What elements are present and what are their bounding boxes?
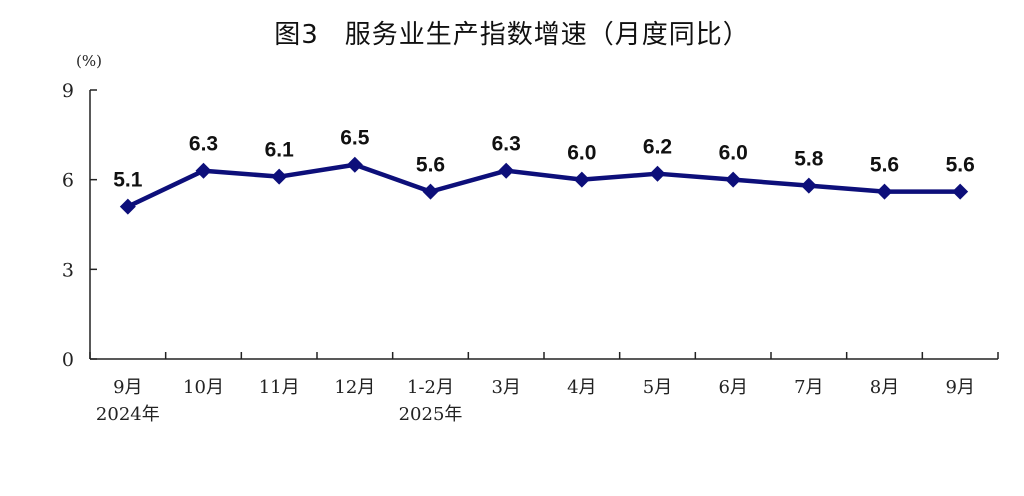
- data-label: 6.0: [719, 142, 748, 165]
- x-tick-label: 6月: [718, 377, 747, 398]
- chart-title-text: 服务业生产指数增速（月度同比）: [344, 20, 750, 50]
- data-labels: 5.1 6.3 6.1 6.5 5.6 6.3 6.0 6.2 6.0 5.8 5.6 5.6: [113, 127, 975, 192]
- y-tick-label: 6: [62, 170, 74, 192]
- data-point-marker: [952, 183, 969, 200]
- data-point-marker: [271, 168, 288, 185]
- x-tick-label: 12月: [334, 377, 375, 398]
- data-label: 5.6: [946, 154, 975, 177]
- data-label: 5.6: [870, 154, 899, 177]
- data-label: 6.5: [340, 127, 370, 150]
- data-label: 6.0: [567, 142, 596, 165]
- data-point-marker: [422, 183, 439, 200]
- x-tick-sublabel: 2025年: [399, 404, 463, 425]
- data-label: 5.8: [794, 148, 824, 171]
- data-point-marker: [573, 171, 590, 188]
- chart-title: 图3 服务业生产指数增速（月度同比）: [0, 14, 1024, 51]
- y-axis-unit: (%): [76, 52, 102, 70]
- axes: 0 3 6 9(%) 9月 2024年 10月 11月 12月 1-2月 2025年 3月 4月 5月 6月…: [62, 52, 999, 425]
- y-tick-label: 0: [62, 349, 74, 371]
- series-line: [126, 162, 961, 209]
- data-label: 5.6: [416, 154, 445, 177]
- data-point-marker: [725, 171, 742, 188]
- x-tick-label: 9月: [113, 377, 142, 398]
- series-line-group: [126, 162, 961, 209]
- data-label: 6.3: [189, 133, 218, 156]
- x-tick-label: 9月: [945, 377, 974, 398]
- y-tick-label: 9: [62, 80, 74, 102]
- data-point-marker: [498, 162, 515, 179]
- data-label: 5.1: [113, 169, 143, 192]
- data-label: 6.3: [492, 133, 521, 156]
- data-label: 6.2: [643, 136, 672, 159]
- data-point-marker: [119, 198, 136, 215]
- y-tick-label: 3: [62, 259, 74, 281]
- data-point-marker: [649, 165, 666, 182]
- data-point-marker: [876, 183, 893, 200]
- chart-title-prefix: 图3: [274, 20, 319, 50]
- x-tick-label: 5月: [643, 377, 672, 398]
- data-point-marker: [800, 177, 817, 194]
- data-point-marker: [346, 156, 363, 173]
- x-tick-label: 7月: [794, 377, 823, 398]
- x-tick-label: 11月: [259, 377, 300, 398]
- x-tick-label: 1-2月: [407, 377, 454, 398]
- x-tick-label: 4月: [567, 377, 596, 398]
- x-tick-sublabel: 2024年: [96, 404, 160, 425]
- x-tick-label: 8月: [870, 377, 899, 398]
- data-label: 6.1: [265, 139, 295, 162]
- data-point-marker: [195, 162, 212, 179]
- x-tick-label: 3月: [491, 377, 520, 398]
- x-tick-label: 10月: [183, 377, 224, 398]
- data-markers: [119, 156, 969, 215]
